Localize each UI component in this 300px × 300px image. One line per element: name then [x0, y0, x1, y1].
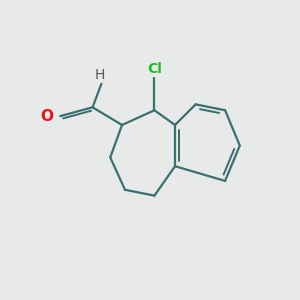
Text: H: H [95, 68, 105, 82]
Text: Cl: Cl [147, 62, 162, 76]
Text: O: O [40, 109, 53, 124]
